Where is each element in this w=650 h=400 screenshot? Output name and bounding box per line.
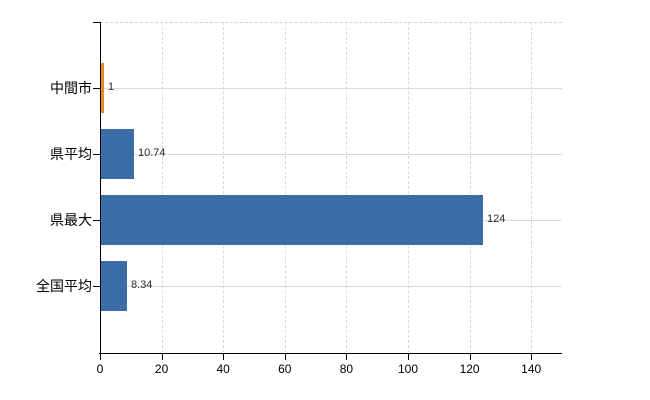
y-axis-top-tick bbox=[93, 22, 100, 23]
x-axis-tick bbox=[408, 354, 409, 360]
value-label: 8.34 bbox=[131, 279, 153, 291]
x-axis-tick bbox=[531, 354, 533, 360]
horizontal-gridline bbox=[100, 286, 562, 287]
x-axis-tick-label: 20 bbox=[154, 362, 169, 376]
x-axis-tick bbox=[100, 354, 101, 360]
horizontal-gridline bbox=[100, 154, 562, 155]
x-axis-line bbox=[99, 353, 562, 354]
vertical-gridline bbox=[469, 22, 471, 353]
y-axis-tick bbox=[93, 88, 100, 89]
vertical-gridline bbox=[223, 22, 225, 353]
horizontal-gridline bbox=[100, 88, 562, 89]
x-axis-tick-label: 120 bbox=[459, 362, 480, 376]
x-axis-tick-label: 100 bbox=[397, 362, 419, 376]
category-label: 全国平均 bbox=[36, 278, 92, 294]
value-label: 124 bbox=[487, 213, 506, 225]
vertical-gridline bbox=[408, 22, 409, 353]
x-axis-tick bbox=[223, 354, 225, 360]
y-axis-tick bbox=[93, 220, 100, 221]
x-axis-tick bbox=[469, 354, 471, 360]
x-axis-tick-label: 0 bbox=[96, 362, 104, 376]
y-axis-line bbox=[100, 22, 101, 354]
vertical-gridline bbox=[161, 22, 163, 353]
vertical-gridline bbox=[284, 22, 286, 353]
bar-1 bbox=[101, 63, 104, 113]
y-axis-tick bbox=[93, 286, 100, 287]
category-label: 中間市 bbox=[50, 80, 92, 96]
x-axis-tick-label: 40 bbox=[216, 362, 230, 376]
x-axis-tick-label: 140 bbox=[521, 362, 542, 376]
x-axis-tick bbox=[346, 354, 348, 360]
x-axis-tick-label: 80 bbox=[339, 362, 354, 376]
plot-top-border bbox=[100, 22, 562, 23]
value-label: 1 bbox=[108, 81, 115, 93]
value-label: 10.74 bbox=[138, 147, 166, 159]
bar-2 bbox=[101, 129, 134, 179]
vertical-gridline bbox=[531, 22, 533, 353]
category-label: 県平均 bbox=[50, 146, 92, 162]
y-axis-tick bbox=[93, 154, 100, 155]
bar-4 bbox=[101, 261, 127, 311]
x-axis-tick-label: 60 bbox=[278, 362, 292, 376]
vertical-gridline bbox=[346, 22, 348, 353]
x-axis-tick bbox=[161, 354, 163, 360]
category-label: 県最大 bbox=[50, 212, 92, 228]
bar-3 bbox=[101, 195, 483, 245]
x-axis-tick bbox=[284, 354, 286, 360]
